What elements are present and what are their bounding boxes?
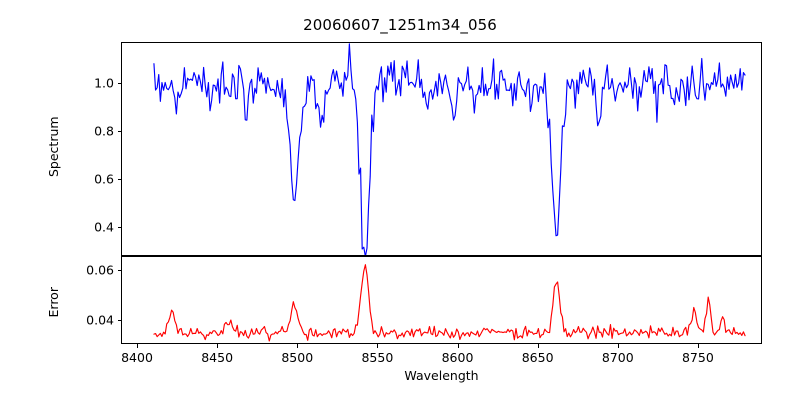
figure-title: 20060607_1251m34_056 <box>303 16 497 34</box>
error-axes <box>121 256 762 344</box>
error-y-tick-label: 0.06 <box>86 262 114 278</box>
spectrum-y-tick-mark <box>117 130 121 133</box>
x-tick-mark <box>217 344 219 348</box>
spectrum-y-tick-label: 0.8 <box>94 123 114 139</box>
x-tick-mark <box>377 344 379 348</box>
x-tick-mark <box>457 344 459 348</box>
spectrum-y-tick-label: 0.4 <box>94 219 114 235</box>
error-y-tick-mark <box>117 269 121 271</box>
spectrum-y-axis-label: Spectrum <box>46 116 61 177</box>
x-tick-label: 8400 <box>121 350 153 365</box>
x-tick-label: 8650 <box>521 350 554 365</box>
spectrum-y-tick-label: 0.6 <box>94 171 114 187</box>
spectrum-y-tick-label: 1.0 <box>94 75 114 91</box>
x-tick-label: 8700 <box>601 350 634 365</box>
x-tick-mark <box>537 344 539 348</box>
error-y-tick-mark <box>117 320 121 322</box>
error-data-line <box>122 257 761 343</box>
spectrum-y-tick-mark <box>117 82 121 84</box>
x-tick-mark <box>297 344 299 348</box>
x-tick-label: 8600 <box>441 350 474 365</box>
x-tick-mark <box>137 344 139 348</box>
x-tick-mark <box>697 344 699 348</box>
x-tick-label: 8450 <box>201 350 234 365</box>
error-y-tick-label: 0.04 <box>86 312 114 328</box>
spectrum-y-tick-mark <box>117 179 121 181</box>
spectrum-y-tick-mark <box>117 227 121 229</box>
x-tick-label: 8550 <box>361 350 394 365</box>
x-axis-label: Wavelength <box>404 368 479 383</box>
error-y-axis-label: Error <box>46 287 61 318</box>
x-tick-mark <box>617 344 619 348</box>
x-tick-label: 8500 <box>281 350 314 365</box>
spectrum-axes <box>121 42 762 256</box>
x-tick-label: 8750 <box>681 350 714 365</box>
spectrum-data-line <box>122 43 761 255</box>
